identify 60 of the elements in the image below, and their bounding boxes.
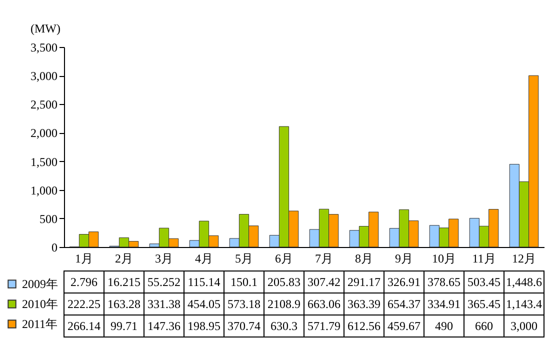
data-label: 1,143.4 [506,297,542,311]
data-label: 3,000 [510,319,538,333]
data-label: 115.14 [188,275,220,289]
data-label: 163.28 [108,297,140,311]
x-tick-label: 8月 [355,252,373,266]
data-label: 331.38 [148,297,180,311]
data-label: 454.05 [188,297,220,311]
y-tick-label: 500 [40,212,58,226]
data-label: 459.67 [388,319,420,333]
y-tick-label: 3,500 [30,40,58,54]
x-tick-label: 4月 [195,252,213,266]
x-tick-label: 9月 [395,252,413,266]
data-label: 654.37 [388,297,420,311]
data-label: 2.796 [70,275,98,289]
data-label: 2108.9 [268,297,300,311]
data-label: 370.74 [228,319,260,333]
x-tick-label: 11月 [472,252,496,266]
legend-label: 2009年 [22,277,58,291]
data-label: 307.42 [308,275,340,289]
data-label: 363.39 [348,297,380,311]
y-tick-label: 1,000 [30,183,58,198]
x-tick-label: 6月 [275,252,293,266]
y-tick-label: 2,000 [30,126,58,140]
x-tick-label: 1月 [75,252,93,266]
data-label: 663.06 [308,297,340,311]
data-label: 1,448.6 [506,275,542,289]
y-tick-label: 2,500 [30,98,58,112]
data-label: 198.95 [188,319,220,333]
x-tick-label: 5月 [235,252,253,266]
data-label: 99.71 [110,319,138,333]
data-label: 334.91 [428,297,460,311]
data-label: 378.65 [428,275,460,289]
y-tick-label: 0 [52,240,58,254]
data-label: 490 [435,319,453,333]
data-label: 630.3 [270,319,298,333]
data-label: 365.45 [468,297,500,311]
y-axis-title: (MW) [30,22,60,36]
data-label: 222.25 [68,297,100,311]
data-label: 503.45 [468,275,500,289]
data-label: 150.1 [230,275,258,289]
data-label: 266.14 [68,319,100,333]
data-label: 612.56 [348,319,380,333]
y-tick-label: 3,000 [30,69,58,84]
data-label: 16.215 [108,275,140,289]
x-tick-label: 12月 [512,252,536,266]
y-tick-label: 1,500 [30,154,58,169]
data-label: 573.18 [228,297,260,311]
legend-label: 2011年 [22,317,58,331]
x-tick-label: 10月 [432,252,456,266]
x-tick-label: 2月 [115,252,133,266]
data-label: 660 [475,319,493,333]
data-label: 205.83 [268,275,300,289]
x-tick-label: 3月 [155,252,173,266]
data-label: 291.17 [348,275,380,289]
data-label: 571.79 [308,319,340,333]
data-label: 55.252 [148,275,180,289]
legend-label: 2010年 [22,297,58,311]
x-tick-label: 7月 [315,252,333,266]
data-label: 326.91 [388,275,420,289]
data-label: 147.36 [148,319,180,333]
